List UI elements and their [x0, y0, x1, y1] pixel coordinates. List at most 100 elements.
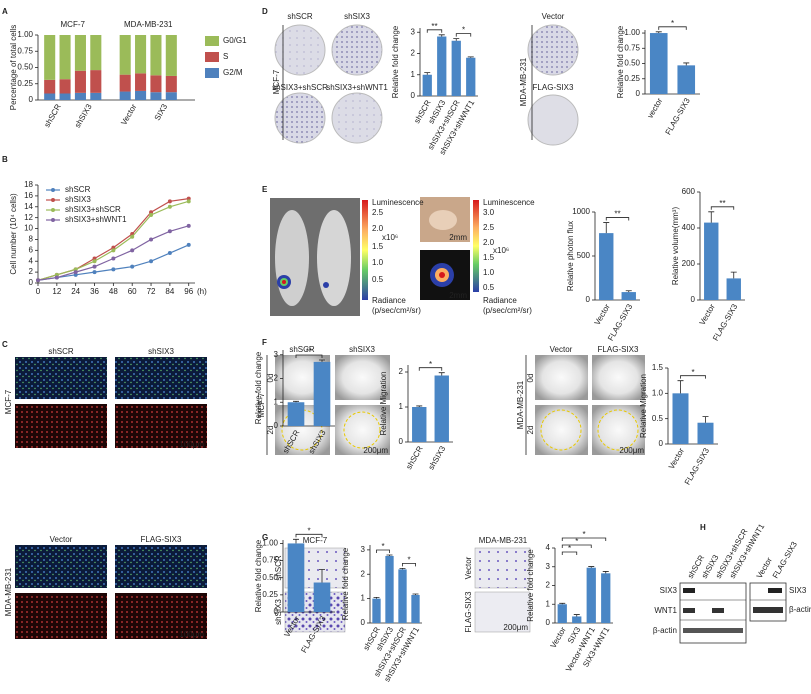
y-tick-label: 1	[411, 70, 416, 79]
significance-label: **	[306, 347, 312, 356]
bar-segment	[150, 35, 162, 76]
bar	[422, 74, 432, 96]
figure-label: shSIX3	[349, 345, 375, 354]
images	[15, 24, 787, 644]
band	[753, 607, 783, 613]
y-axis-label: Relative fold change	[254, 539, 263, 612]
x-tick-label: shSCR	[404, 444, 425, 471]
y-tick-label: 0.25	[17, 79, 33, 88]
y-tick-label: 500	[577, 251, 591, 260]
bar	[726, 278, 741, 300]
x-tick-label: vector	[646, 96, 665, 120]
y-tick-label: 0.75	[624, 43, 640, 52]
y-tick-label: 1	[361, 594, 366, 603]
significance-bracket	[561, 544, 592, 548]
error-bar	[293, 538, 299, 544]
line	[37, 225, 189, 281]
image	[429, 210, 457, 230]
y-tick-label: 6	[29, 245, 34, 254]
y-tick-label: 1	[274, 397, 279, 406]
figure-label: MDA-MB-231	[479, 536, 528, 545]
image	[115, 357, 207, 399]
y-tick-label: 0	[586, 295, 591, 304]
y-tick-label: 200	[682, 259, 696, 268]
panel-letter: D	[262, 7, 268, 16]
significance-bracket	[561, 551, 578, 555]
figure-label: Vector	[542, 12, 565, 21]
y-tick-label: 2	[361, 569, 366, 578]
bar	[672, 393, 689, 444]
error-bar	[373, 597, 380, 599]
y-tick-label: 0.75	[17, 46, 33, 55]
error-bar	[702, 416, 709, 423]
bar	[313, 361, 331, 426]
y-tick-label: 0.50	[624, 59, 640, 68]
legend-label: shSIX3	[65, 195, 91, 204]
image	[527, 94, 579, 146]
error-bar	[412, 593, 419, 595]
figure-label: 0.5	[483, 283, 495, 292]
bar-segment	[90, 92, 102, 100]
bar-segment	[74, 92, 86, 100]
bar	[557, 604, 567, 623]
figure-label: shSIX3+shWNT1	[326, 83, 388, 92]
bar-segment	[135, 73, 147, 91]
panel-letter: G	[262, 533, 268, 542]
figure-label: β-actin	[653, 626, 677, 635]
bar	[677, 65, 696, 94]
y-axis-label: Relative photon flux	[566, 221, 575, 291]
y-tick-label: 10	[24, 224, 33, 233]
figure-label: SIX3	[789, 586, 807, 595]
point	[167, 204, 172, 209]
figure-label: shSIX3	[344, 12, 370, 21]
bar	[621, 292, 636, 300]
figure-label: 2.5	[372, 208, 384, 217]
figure-label: FLAG-SIX3	[464, 591, 473, 632]
significance-label: **	[614, 210, 620, 219]
legend-swatch	[205, 68, 219, 78]
error-bar	[602, 571, 609, 574]
y-tick-label: 2	[411, 49, 416, 58]
bar-segment	[165, 35, 177, 76]
figure-label: β-actin	[789, 605, 811, 614]
figure-label: WNT1	[654, 606, 677, 615]
y-tick-label: 0.25	[624, 74, 640, 83]
y-tick-label: 0.5	[652, 414, 664, 423]
figure-label: 3.0	[483, 208, 495, 217]
point	[167, 251, 172, 256]
image	[474, 547, 531, 589]
figure-label: 100μm	[179, 440, 204, 449]
x-tick-label: FLAG-SIX3	[683, 446, 712, 486]
figure-label: 0d	[526, 374, 535, 383]
legend-marker	[51, 208, 55, 212]
figure-label: 0d	[266, 374, 275, 383]
y-tick-label: 1	[399, 402, 404, 411]
y-tick-label: 3	[546, 562, 551, 571]
bar-segment	[90, 35, 102, 71]
figure-label: MDA-MB-231	[516, 380, 525, 429]
figure-label: 2mm	[449, 291, 467, 300]
point	[92, 264, 97, 269]
significance-bracket	[426, 29, 443, 33]
y-tick-label: 3	[274, 350, 279, 359]
error-bar	[424, 72, 431, 75]
y-tick-label: 1.0	[652, 388, 664, 397]
legend-label: shSCR	[65, 185, 91, 194]
y-tick-label: 0.50	[262, 573, 278, 582]
legend-marker	[51, 218, 55, 222]
figure-label: x10⁶	[382, 233, 398, 242]
x-tick-label: 36	[90, 287, 99, 296]
point	[111, 248, 116, 253]
y-axis-label: Relative fold change	[341, 547, 350, 620]
bar	[466, 57, 476, 96]
point	[149, 212, 154, 217]
bar	[599, 233, 614, 300]
legend-label: S	[223, 52, 228, 61]
figure-label: (p/sec/cm²/sr)	[372, 306, 421, 315]
error-bar	[399, 568, 406, 570]
significance-bracket	[710, 206, 735, 210]
y-tick-label: 18	[24, 180, 33, 189]
significance-bracket	[605, 217, 630, 221]
bar-segment	[150, 92, 162, 100]
